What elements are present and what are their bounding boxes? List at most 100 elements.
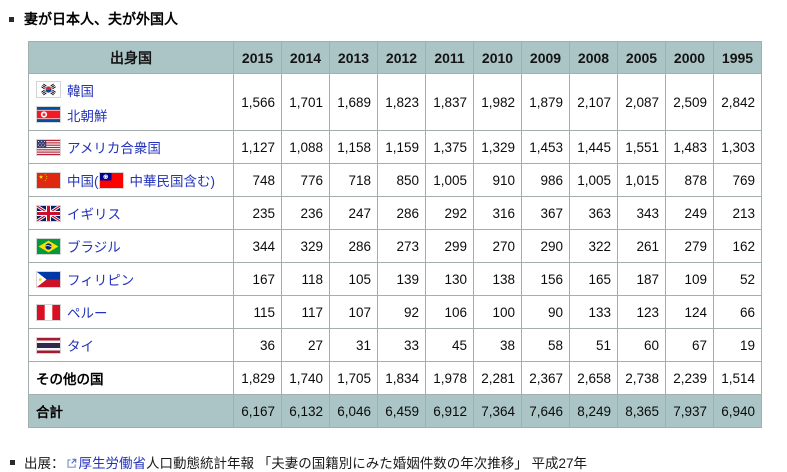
country-link[interactable]: ブラジル [67, 240, 121, 255]
value-cell: 2,509 [665, 73, 714, 131]
external-link-icon[interactable] [66, 458, 77, 469]
country-link[interactable]: 中国( [67, 174, 99, 189]
flag-brazil-icon[interactable] [36, 237, 61, 255]
country-link[interactable]: 北朝鮮 [67, 108, 108, 124]
value-cell: 910 [473, 163, 522, 197]
value-cell: 124 [665, 295, 714, 329]
value-cell: 1,015 [617, 163, 666, 197]
country-link[interactable]: タイ [67, 339, 94, 354]
value-cell: 273 [377, 229, 426, 263]
value-cell: 1,705 [329, 361, 378, 395]
value-cell: 1,127 [233, 130, 282, 164]
year-header-2008: 2008 [569, 41, 618, 74]
value-cell: 165 [569, 262, 618, 296]
value-cell: 115 [233, 295, 282, 329]
value-cell: 1,837 [425, 73, 474, 131]
value-cell: 6,940 [713, 394, 762, 428]
value-cell: 1,329 [473, 130, 522, 164]
value-cell: 6,167 [233, 394, 282, 428]
value-cell: 106 [425, 295, 474, 329]
value-cell: 718 [329, 163, 378, 197]
value-cell: 7,937 [665, 394, 714, 428]
year-header-2013: 2013 [329, 41, 378, 74]
value-cell: 236 [281, 196, 330, 230]
country-link[interactable]: フィリピン [67, 273, 135, 288]
value-cell: 249 [665, 196, 714, 230]
country-link[interactable]: 韓国 [67, 83, 94, 99]
header-row: 出身国 2015 2014 2013 2012 2011 2010 2009 2008 2005 2… [28, 41, 762, 74]
flag-philippines-icon[interactable] [36, 270, 61, 288]
value-cell: 8,365 [617, 394, 666, 428]
source-link[interactable]: 厚生労働省 [78, 456, 147, 471]
value-cell: 107 [329, 295, 378, 329]
value-cell: 105 [329, 262, 378, 296]
value-cell: 776 [281, 163, 330, 197]
value-cell: 367 [521, 196, 570, 230]
year-header-2010: 2010 [473, 41, 522, 74]
value-cell: 92 [377, 295, 426, 329]
table-row: フィリピン 167 118 105 139 130 138 156 165 187 109 52 [28, 262, 762, 296]
value-cell: 1,701 [281, 73, 330, 131]
origin-cell: アメリカ合衆国 [28, 130, 234, 164]
flag-china-icon[interactable] [36, 171, 61, 189]
value-cell: 235 [233, 196, 282, 230]
origin-cell: イギリス [28, 196, 234, 230]
flag-north-korea-icon[interactable] [36, 106, 61, 123]
value-cell: 2,107 [569, 73, 618, 131]
value-cell: 322 [569, 229, 618, 263]
origin-cell: 合計 [28, 394, 234, 428]
value-cell: 1,566 [233, 73, 282, 131]
year-header-2015: 2015 [233, 41, 282, 74]
flag-uk-icon[interactable] [36, 204, 61, 222]
table-body: 韓国 北朝鮮 1,566 1,701 1,689 1,823 1,837 1,982 1,879… [28, 73, 762, 428]
value-cell: 130 [425, 262, 474, 296]
table-row: 中国(中華民国含む) 748 776 718 850 1,005 910 986 1,005 1,… [28, 163, 762, 197]
value-cell: 60 [617, 328, 666, 362]
origin-cell: ブラジル [28, 229, 234, 263]
value-cell: 8,249 [569, 394, 618, 428]
origin-cell: ペルー [28, 295, 234, 329]
value-cell: 58 [521, 328, 570, 362]
value-cell: 1,303 [713, 130, 762, 164]
flag-thailand-icon[interactable] [36, 336, 61, 354]
origin-cell: 韓国 北朝鮮 [28, 73, 234, 131]
label-line: アメリカ合衆国 [36, 135, 229, 160]
section-title-line: 妻が日本人、夫が外国人 [9, 9, 787, 29]
value-cell: 1,551 [617, 130, 666, 164]
value-cell: 344 [233, 229, 282, 263]
origin-cell: その他の国 [28, 361, 234, 395]
value-cell: 19 [713, 328, 762, 362]
value-cell: 31 [329, 328, 378, 362]
country-link[interactable]: イギリス [67, 207, 121, 222]
value-cell: 343 [617, 196, 666, 230]
value-cell: 100 [473, 295, 522, 329]
country-link[interactable]: 中華民国含む) [129, 174, 216, 189]
flag-peru-icon[interactable] [36, 303, 61, 321]
value-cell: 187 [617, 262, 666, 296]
value-cell: 6,046 [329, 394, 378, 428]
country-link[interactable]: ペルー [67, 306, 108, 321]
country-link[interactable]: アメリカ合衆国 [67, 141, 161, 156]
section-title: 妻が日本人、夫が外国人 [24, 11, 178, 27]
value-cell: 270 [473, 229, 522, 263]
value-cell: 2,239 [665, 361, 714, 395]
value-cell: 1,514 [713, 361, 762, 395]
value-cell: 6,132 [281, 394, 330, 428]
value-cell: 299 [425, 229, 474, 263]
flag-taiwan-icon[interactable] [98, 171, 124, 189]
year-header-2000: 2000 [665, 41, 714, 74]
value-cell: 986 [521, 163, 570, 197]
value-cell: 109 [665, 262, 714, 296]
table-header: 出身国 2015 2014 2013 2012 2011 2010 2009 2008 2005 2… [28, 41, 762, 74]
flag-south-korea-icon[interactable] [36, 81, 61, 98]
value-cell: 1,005 [425, 163, 474, 197]
value-cell: 1,740 [281, 361, 330, 395]
value-cell: 139 [377, 262, 426, 296]
value-cell: 292 [425, 196, 474, 230]
value-cell: 7,646 [521, 394, 570, 428]
value-cell: 1,823 [377, 73, 426, 131]
value-cell: 1,978 [425, 361, 474, 395]
value-cell: 261 [617, 229, 666, 263]
flag-usa-icon[interactable] [36, 138, 61, 156]
